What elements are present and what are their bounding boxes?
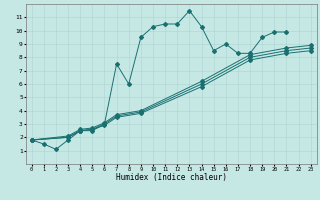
X-axis label: Humidex (Indice chaleur): Humidex (Indice chaleur)	[116, 173, 227, 182]
